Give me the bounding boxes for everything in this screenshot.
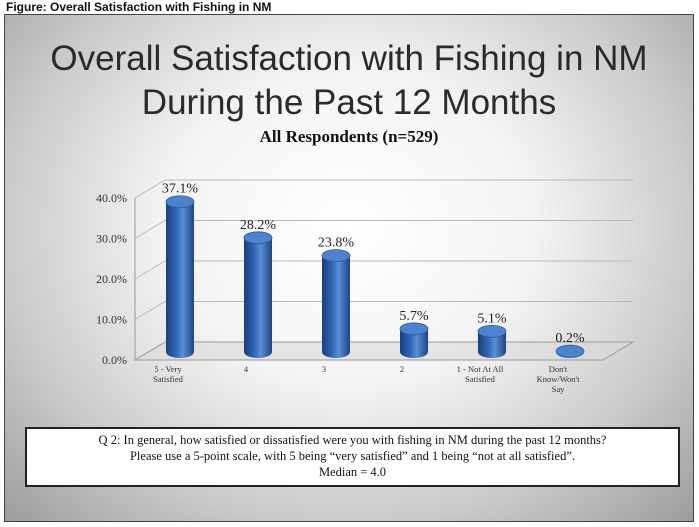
chart-title-line-1: Overall Satisfaction with Fishing in NM bbox=[50, 39, 648, 78]
x-tick-label-line: Satisfied bbox=[465, 374, 495, 384]
x-tick-label: 1 - Not At All Satisfied bbox=[457, 364, 504, 384]
x-tick-label-line: Don't bbox=[549, 364, 568, 374]
bar-chart: 0.0%10.0%20.0%30.0%40.0%37.1%5 - Very Sat… bbox=[96, 179, 635, 394]
gridline-wall bbox=[134, 220, 166, 239]
label-layer: 0.0%10.0%20.0%30.0%40.0%37.1%5 - Very Sat… bbox=[96, 182, 585, 394]
bar bbox=[322, 255, 350, 358]
data-label: 0.2% bbox=[555, 331, 585, 346]
gridline-wall bbox=[134, 301, 166, 320]
x-tick-label: 3 bbox=[322, 364, 326, 374]
x-tick-label: 5 - Very Satisfied bbox=[153, 364, 183, 384]
x-tick-label-line: Satisfied bbox=[153, 374, 183, 384]
bar-top bbox=[477, 324, 507, 338]
bar-top bbox=[321, 249, 351, 263]
data-label: 5.7% bbox=[399, 309, 429, 324]
bar-top bbox=[243, 231, 273, 245]
x-tick-label-line: Say bbox=[552, 384, 566, 394]
x-tick-label-line: 5 - Very bbox=[154, 364, 182, 374]
bar bbox=[400, 328, 428, 358]
data-label: 5.1% bbox=[477, 311, 507, 326]
question-line-1: Q 2: In general, how satisfied or dissat… bbox=[98, 433, 607, 447]
x-tick-label: 2 bbox=[400, 364, 404, 374]
chart-title-line-2: During the Past 12 Months bbox=[141, 83, 557, 122]
x-tick-label-line: 3 bbox=[322, 364, 326, 374]
data-label: 28.2% bbox=[240, 218, 277, 233]
y-tick-label: 30.0% bbox=[96, 232, 127, 246]
figure-header: Figure: Overall Satisfaction with Fishin… bbox=[6, 0, 272, 14]
question-line-2: Please use a 5-point scale, with 5 being… bbox=[129, 449, 575, 463]
y-tick-label: 0.0% bbox=[102, 353, 127, 367]
slide: Overall Satisfaction with Fishing in NM … bbox=[4, 14, 694, 522]
bar-top bbox=[399, 322, 429, 336]
y-tick-label: 10.0% bbox=[96, 313, 127, 327]
question-median: Median = 4.0 bbox=[318, 465, 387, 479]
question-box: Q 2: In general, how satisfied or dissat… bbox=[25, 427, 680, 487]
gridline-wall bbox=[134, 260, 166, 280]
chart-title: Overall Satisfaction with Fishing in NM … bbox=[5, 37, 693, 125]
x-tick-label: Don't Know/Won't Say bbox=[537, 364, 581, 394]
gridline-wall bbox=[134, 179, 166, 199]
data-label: 23.8% bbox=[318, 236, 355, 251]
y-tick-label: 20.0% bbox=[96, 272, 127, 286]
bar bbox=[244, 237, 272, 358]
x-tick-label-line: 2 bbox=[400, 364, 404, 374]
chart-subtitle: All Respondents (n=529) bbox=[259, 127, 439, 146]
data-label: 37.1% bbox=[162, 182, 199, 197]
bar-top bbox=[165, 195, 195, 209]
x-tick-label-line: 4 bbox=[244, 364, 249, 374]
bar bbox=[166, 201, 194, 358]
x-tick-label: 4 bbox=[244, 364, 249, 374]
x-tick-label-line: Know/Won't bbox=[537, 374, 581, 384]
bar-layer bbox=[165, 195, 585, 358]
x-tick-label-line: 1 - Not At All bbox=[457, 364, 504, 374]
bar bbox=[478, 331, 506, 358]
y-tick-label: 40.0% bbox=[96, 191, 127, 205]
bar-top bbox=[555, 344, 585, 358]
